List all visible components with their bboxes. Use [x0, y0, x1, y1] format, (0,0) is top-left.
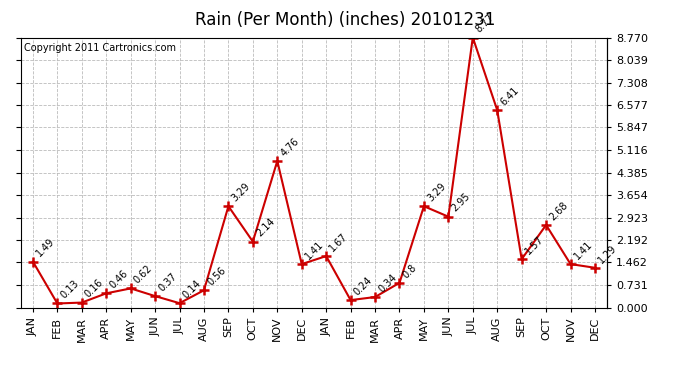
- Text: 0.34: 0.34: [377, 272, 399, 294]
- Text: 0.62: 0.62: [132, 263, 155, 286]
- Text: 1.41: 1.41: [572, 239, 594, 261]
- Text: 2.68: 2.68: [547, 200, 570, 222]
- Text: 0.46: 0.46: [108, 268, 130, 291]
- Text: 1.49: 1.49: [34, 237, 57, 259]
- Text: 1.41: 1.41: [303, 239, 325, 261]
- Text: 6.41: 6.41: [499, 85, 521, 107]
- Text: 2.95: 2.95: [450, 192, 472, 214]
- Text: 3.29: 3.29: [230, 181, 252, 203]
- Text: 0.13: 0.13: [59, 279, 81, 301]
- Text: 3.29: 3.29: [425, 181, 448, 203]
- Text: 0.24: 0.24: [352, 275, 374, 297]
- Text: 8.77: 8.77: [474, 12, 497, 35]
- Text: 1.29: 1.29: [596, 243, 619, 265]
- Text: 0.56: 0.56: [206, 265, 228, 288]
- Text: 1.67: 1.67: [328, 231, 350, 253]
- Text: 2.14: 2.14: [254, 217, 277, 239]
- Text: 0.8: 0.8: [401, 262, 419, 280]
- Text: 4.76: 4.76: [279, 136, 301, 158]
- Text: Copyright 2011 Cartronics.com: Copyright 2011 Cartronics.com: [23, 43, 176, 53]
- Text: Rain (Per Month) (inches) 20101231: Rain (Per Month) (inches) 20101231: [195, 11, 495, 29]
- Text: 0.37: 0.37: [157, 271, 179, 293]
- Text: 0.16: 0.16: [83, 278, 106, 300]
- Text: 0.14: 0.14: [181, 278, 203, 300]
- Text: 1.57: 1.57: [523, 234, 545, 256]
